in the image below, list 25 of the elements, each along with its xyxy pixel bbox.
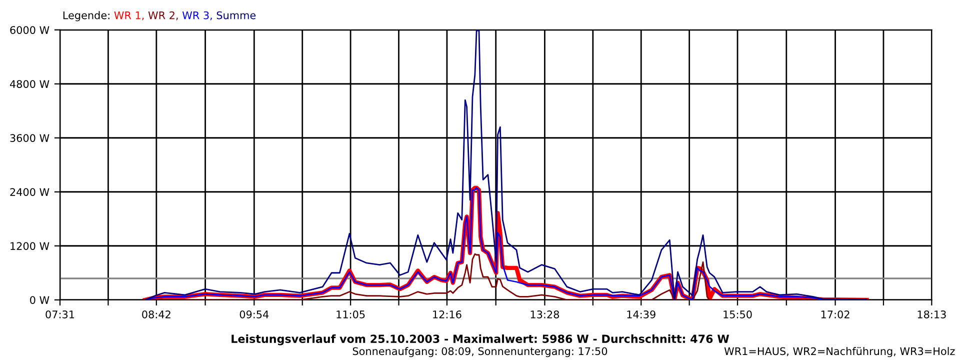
text: WR 2,	[148, 11, 178, 20]
y-tick-label: 3600 W	[10, 134, 50, 142]
x-tick-label: 15:50	[724, 310, 752, 318]
y-tick-label: 6000 W	[10, 26, 50, 34]
text: Summe	[216, 11, 256, 20]
text: Leistungsverlauf vom 25.10.2003 - Maximalwert: 5986 W - Durchschnitt: 476 W	[232, 334, 730, 346]
text: WR 3,	[182, 11, 212, 20]
x-tick-label: 08:42	[142, 310, 170, 318]
x-tick-label: 09:54	[240, 310, 269, 318]
y-tick-label: 4800 W	[10, 80, 50, 88]
legend-title: Legende:	[63, 11, 110, 22]
x-tick-label: 13:28	[530, 310, 560, 318]
x-tick-label: 12:16	[433, 310, 462, 318]
x-tick-label: 17:02	[821, 310, 850, 318]
y-tick-label: 2400 W	[10, 188, 50, 196]
x-tick-label: 14:39	[627, 310, 656, 318]
x-tick-label: 07:31	[46, 310, 74, 318]
x-tick-label: 18:13	[918, 310, 946, 318]
x-tick-label: 11:05	[336, 310, 365, 318]
text: WR 1,	[114, 11, 144, 20]
line-series	[144, 30, 868, 300]
y-tick-label: 0 W	[30, 296, 50, 304]
y-tick-label: 1200 W	[10, 242, 50, 250]
text: Sonnenaufgang: 08:09, Sonnenuntergang: 17:50	[352, 347, 608, 358]
text: WR1=HAUS, WR2=Nachführung, WR3=Holz	[724, 347, 955, 358]
